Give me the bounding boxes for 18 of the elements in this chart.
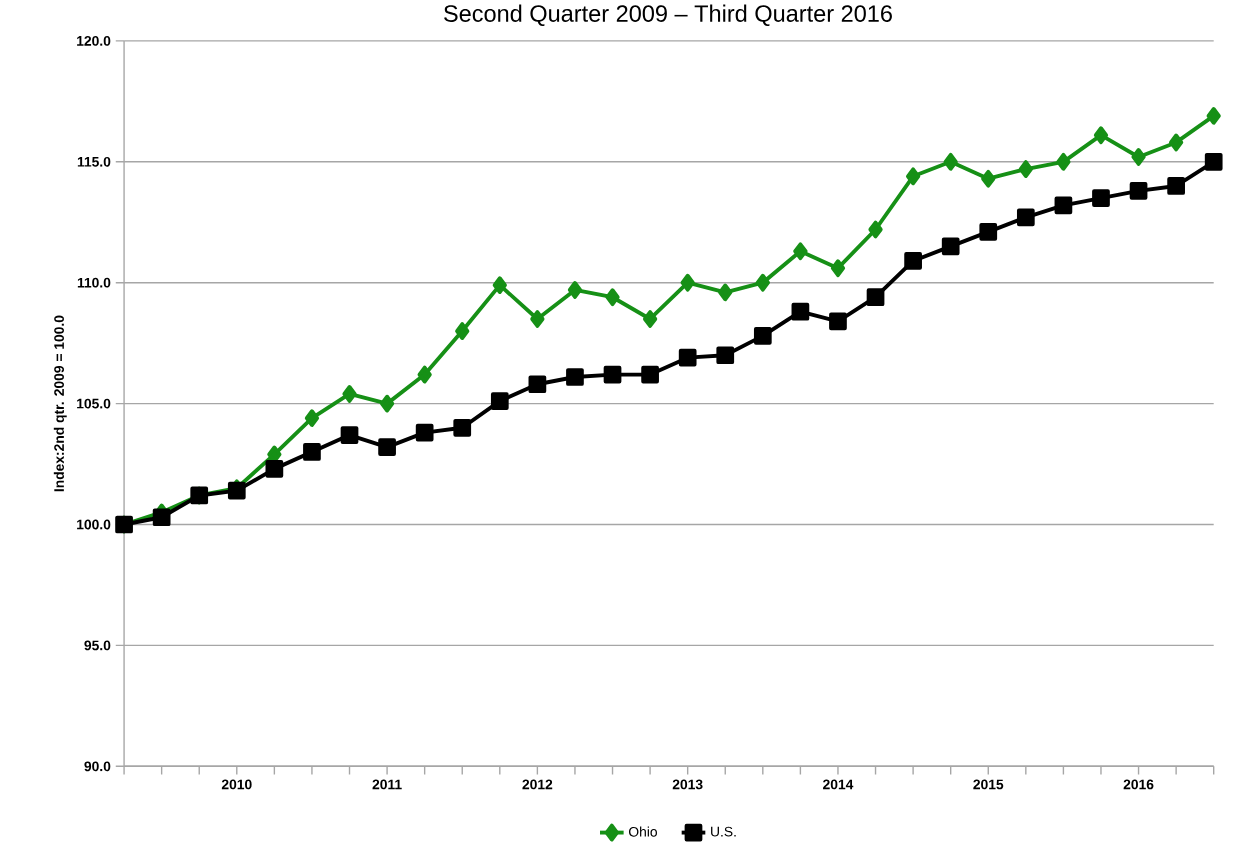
y-tick-label: 95.0 (84, 640, 111, 651)
legend-label: U.S. (711, 826, 736, 837)
x-tick-label: 2013 (672, 779, 703, 790)
x-tick-label: 2012 (522, 779, 553, 790)
x-tick-label: 2016 (1123, 779, 1154, 790)
y-axis-title: Index:2nd qtr. 2009 = 100.0 (53, 315, 67, 492)
y-tick-label: 100.0 (77, 519, 111, 530)
y-tick-label: 120.0 (77, 35, 111, 46)
y-tick-label: 105.0 (77, 398, 111, 409)
x-tick-label: 2010 (221, 779, 252, 790)
x-tick-label: 2014 (823, 779, 854, 790)
y-tick-label: 90.0 (84, 761, 111, 772)
x-tick-label: 2015 (973, 779, 1004, 790)
legend-label: Ohio (628, 826, 657, 837)
chart-title: Second Quarter 2009 – Third Quarter 2016 (444, 4, 892, 26)
y-tick-label: 110.0 (77, 277, 111, 288)
y-tick-label: 115.0 (77, 156, 111, 167)
x-tick-label: 2011 (372, 779, 402, 790)
